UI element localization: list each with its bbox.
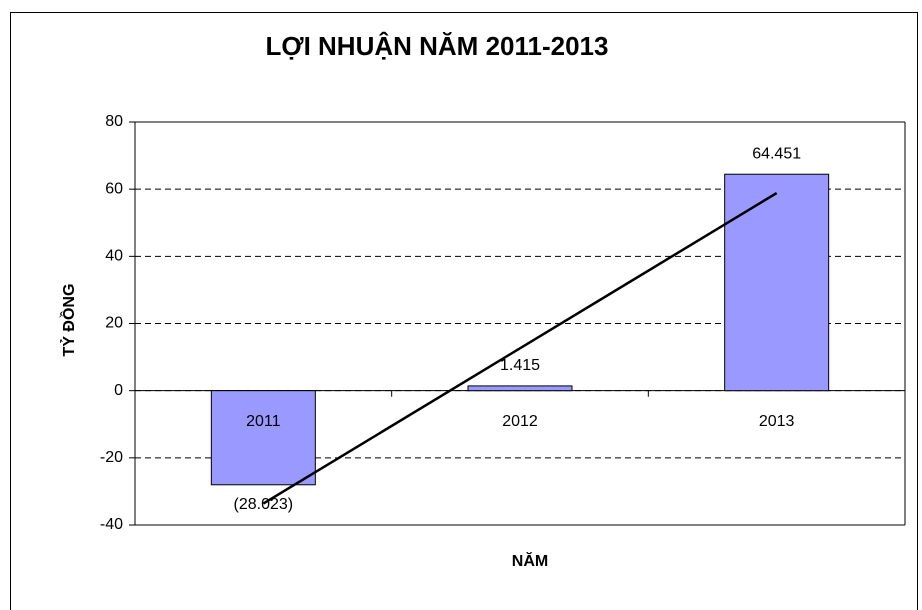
x-tick-label: 2012 bbox=[502, 413, 538, 430]
y-tick-label: 40 bbox=[105, 248, 123, 265]
x-tick-label: 2013 bbox=[759, 413, 795, 430]
trendline bbox=[262, 191, 778, 505]
bar bbox=[467, 385, 573, 392]
y-tick-label: -40 bbox=[100, 516, 123, 533]
y-tick-label: 0 bbox=[114, 382, 123, 399]
bar bbox=[724, 173, 830, 392]
data-label: 64.451 bbox=[752, 145, 801, 162]
data-label: 1.415 bbox=[500, 357, 540, 374]
y-tick-label: -20 bbox=[100, 449, 123, 466]
y-axis-label: TỶ ĐỒNG bbox=[59, 284, 78, 357]
y-tick-label: 60 bbox=[105, 180, 123, 197]
y-tick-label: 20 bbox=[105, 315, 123, 332]
y-tick-label: 80 bbox=[105, 113, 123, 130]
bar bbox=[210, 390, 316, 486]
x-axis-label: NĂM bbox=[512, 551, 548, 570]
data-label: (28.023) bbox=[234, 496, 294, 513]
x-tick-label: 2011 bbox=[246, 413, 281, 430]
chart-title: LỢI NHUẬN NĂM 2011-2013 bbox=[266, 31, 609, 61]
